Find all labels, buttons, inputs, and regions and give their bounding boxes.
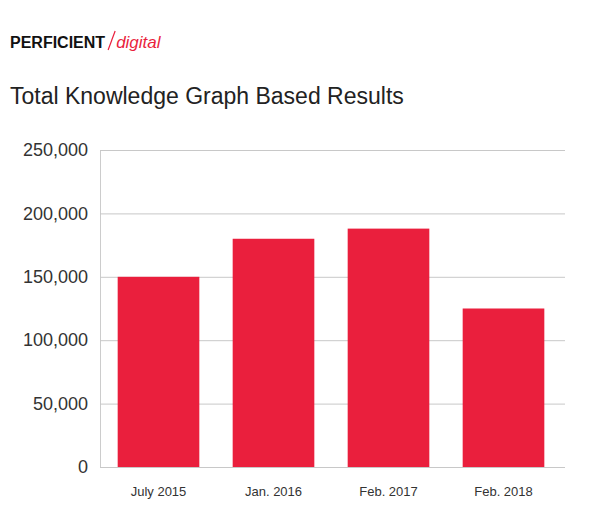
bar xyxy=(118,277,200,467)
x-tick-label: Feb. 2018 xyxy=(474,484,533,499)
y-tick: 200,000 xyxy=(23,204,565,224)
brand-suffix: digital xyxy=(116,33,162,52)
x-tick-label: Jan. 2016 xyxy=(245,484,302,499)
brand-slash xyxy=(108,31,115,50)
x-tick: July 2015 xyxy=(131,467,187,499)
y-axis-line xyxy=(100,151,101,468)
bar xyxy=(233,239,315,467)
y-tick-label: 100,000 xyxy=(23,330,88,350)
y-tick-label: 200,000 xyxy=(23,204,88,224)
x-tick: Feb. 2018 xyxy=(474,467,533,499)
bars xyxy=(118,229,545,467)
grid-line xyxy=(100,150,565,151)
bar xyxy=(463,309,545,468)
grid-line xyxy=(100,467,565,468)
x-tick-label: July 2015 xyxy=(131,484,187,499)
y-tick-label: 150,000 xyxy=(23,267,88,287)
x-tick: Feb. 2017 xyxy=(359,467,418,499)
x-axis: July 2015 Jan. 2016 Feb. 2017 Feb. 2018 xyxy=(102,467,562,499)
title: Total Knowledge Graph Based Results xyxy=(10,83,404,109)
y-tick-label: 250,000 xyxy=(23,140,88,160)
chart-svg: PERFICIENT digital Total Knowledge Graph B… xyxy=(0,0,600,532)
x-axis-line xyxy=(102,467,562,468)
chart-container: PERFICIENT digital Total Knowledge Graph B… xyxy=(0,0,600,532)
bar xyxy=(348,229,430,467)
brand: PERFICIENT xyxy=(10,34,105,51)
x-tick: Jan. 2016 xyxy=(245,467,302,499)
y-tick-label: 50,000 xyxy=(33,394,88,414)
y-axis: 0 50,000 100,000 150,000 200,000 250,000 xyxy=(23,140,565,477)
grid-line xyxy=(100,213,565,214)
y-tick: 250,000 xyxy=(23,140,565,160)
y-tick-label: 0 xyxy=(78,457,88,477)
x-tick-label: Feb. 2017 xyxy=(359,484,418,499)
